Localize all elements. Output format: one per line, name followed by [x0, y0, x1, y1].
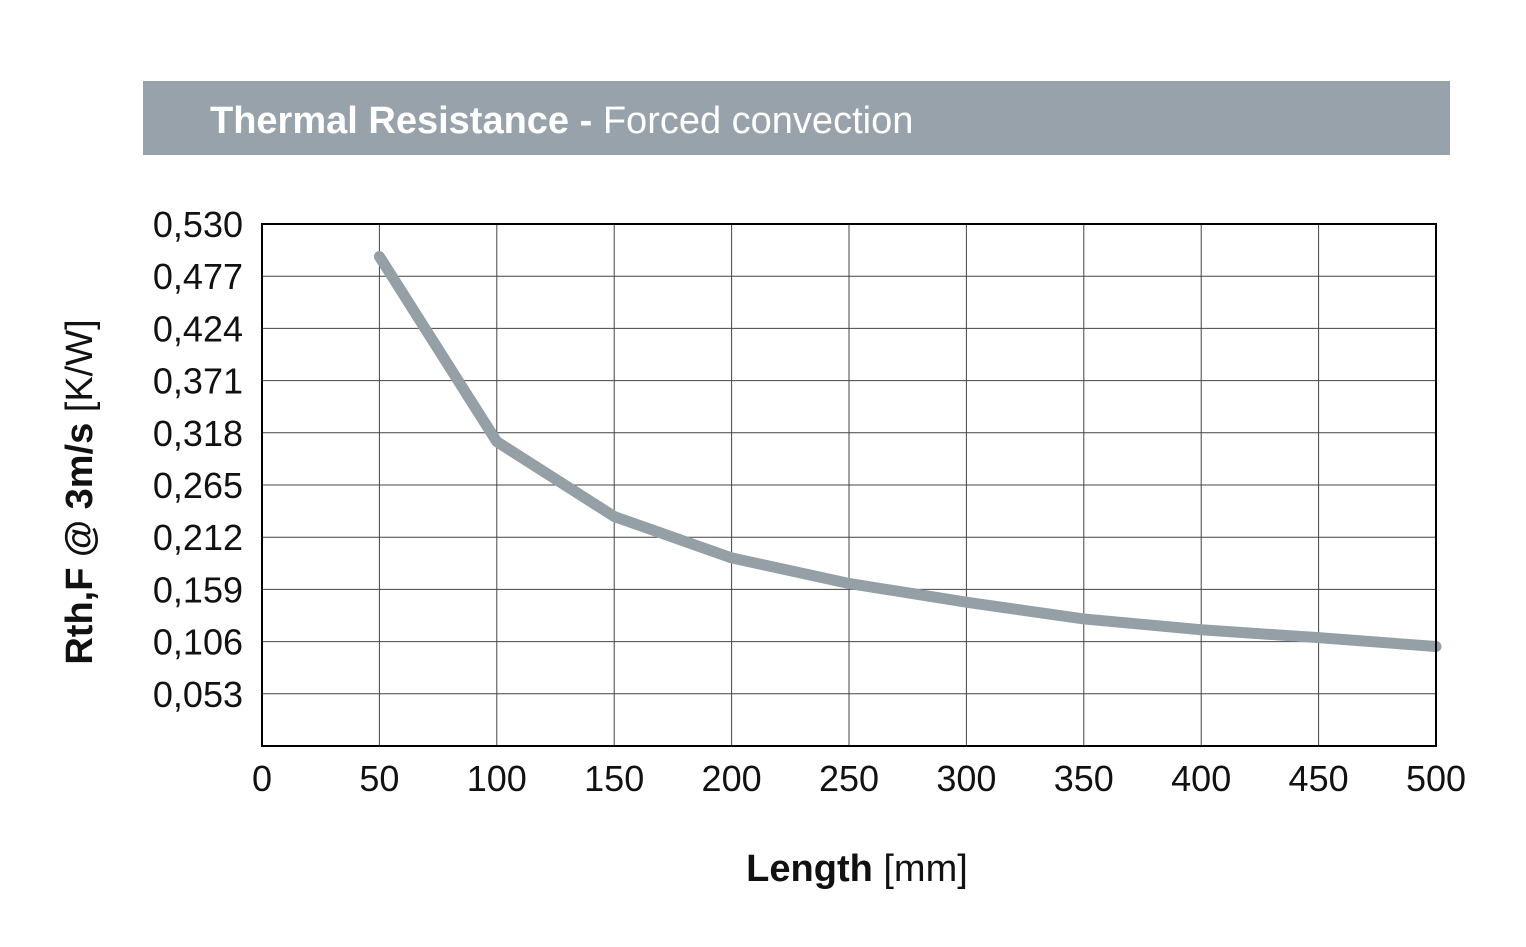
y-tick-label: 0,530: [153, 204, 243, 245]
series: [373, 251, 1442, 653]
x-tick-label: 350: [1054, 758, 1114, 799]
title-separator: -: [569, 100, 603, 142]
x-tick-label: 400: [1171, 758, 1231, 799]
x-tick-label: 200: [702, 758, 762, 799]
chart-title: Thermal Resistance - Forced convection: [210, 100, 913, 142]
title-sub: Forced convection: [603, 100, 914, 142]
x-axis-label: Length [mm]: [746, 848, 968, 890]
y-tick-label: 0,318: [153, 413, 243, 454]
y-tick-label: 0,159: [153, 569, 243, 610]
y-axis-label: Rth,F @ 3m/s [K/W]: [59, 319, 101, 664]
y-tick-label: 0,212: [153, 517, 243, 558]
y-tick-label: 0,424: [153, 308, 243, 349]
x-tick-label: 150: [584, 758, 644, 799]
y-tick-label: 0,371: [153, 361, 243, 402]
x-tick-label: 250: [819, 758, 879, 799]
y-tick-label: 0,265: [153, 465, 243, 506]
y-tick-label: 0,053: [153, 674, 243, 715]
y-ticks: 0,053 0,106 0,159 0,212 0,265 0,318 0,371 0,424…: [153, 204, 243, 715]
y-tick-label: 0,477: [153, 256, 243, 297]
x-tick-label: 450: [1289, 758, 1349, 799]
title-banner: [143, 81, 1450, 155]
x-ticks: 0 50 100 150 200 250 300 350 400 450 500: [252, 758, 1466, 799]
title-main: Thermal Resistance: [210, 100, 569, 142]
x-tick-label: 50: [359, 758, 399, 799]
y-tick-label: 0,106: [153, 622, 243, 663]
x-tick-label: 300: [936, 758, 996, 799]
series-line: [373, 251, 1442, 653]
x-tick-label: 100: [467, 758, 527, 799]
grid: [261, 223, 1437, 746]
x-tick-label: 0: [252, 758, 272, 799]
x-tick-label: 500: [1406, 758, 1466, 799]
plot-border: [261, 223, 1437, 747]
